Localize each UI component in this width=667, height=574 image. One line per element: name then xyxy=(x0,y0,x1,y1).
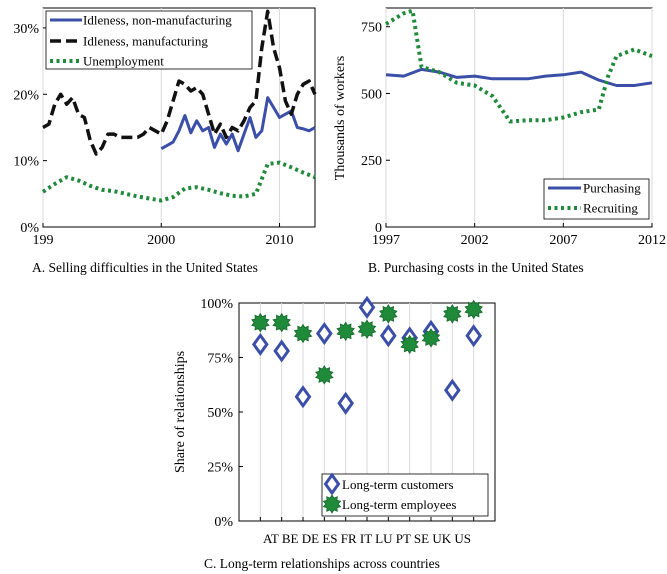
panel-b-series-recruiting-line xyxy=(384,8,653,124)
panel-c-legend: Long-term customers Long-term employees xyxy=(321,472,489,517)
panel-b-ticks: 1997 2002 2007 2012 0 250 500 750 xyxy=(361,21,666,248)
panel-b-x-tick-label: 2007 xyxy=(549,233,577,248)
panel-c-ylabel: Share of relationships xyxy=(173,351,188,473)
panel-c-legend-star xyxy=(322,494,342,514)
panel-c-customers-point-fr-shape xyxy=(337,391,355,415)
panel-c-employees-point-us xyxy=(464,299,483,320)
panel-b-x-tick-label: 2002 xyxy=(461,233,489,248)
panel-a-series-unemployment-line xyxy=(41,160,316,203)
panel-c-customers-point-uk xyxy=(443,378,461,402)
panel-c-customers-point-it xyxy=(358,295,376,319)
panel-c-legend-marker-0 xyxy=(323,472,341,496)
panel-c-customers-point-us xyxy=(465,324,483,348)
panel-a-y-tick-label: 20% xyxy=(13,88,39,103)
panel-c-customers-point-at-shape xyxy=(251,332,269,356)
panel-c-legend-box xyxy=(321,473,489,517)
panel-c-caption: C. Long-term relationships across countr… xyxy=(204,556,440,571)
panel-c-category-labels: AT BE DE ES FR IT LU PT SE UK US xyxy=(263,531,471,546)
panel-b-y-tick-label: 750 xyxy=(361,21,382,36)
panel-c-ticks: 0% 25% 50% 75% 100% xyxy=(200,297,475,530)
panel-c-customers-point-de-shape xyxy=(294,385,312,409)
panel-a-ticks: 199 2000 2010 0% 10% 20% 30% xyxy=(13,22,293,248)
panel-c-legend-marker-1 xyxy=(322,494,342,514)
panel-a-series-idleness-non-manufacturing-line xyxy=(160,96,316,153)
panel-a-y-tick-label: 30% xyxy=(13,22,39,37)
panel-c-employees-point-uk xyxy=(443,304,462,324)
panel-c-employees-point-pt xyxy=(400,334,419,355)
panel-c-employees-point-de xyxy=(293,323,313,344)
panel-c-customers-point-es-shape xyxy=(315,321,333,346)
panel-c-employees-point-se xyxy=(421,328,441,348)
panel-c-employees-point-lu xyxy=(379,304,398,324)
panel-a-x-tick-label: 2010 xyxy=(266,233,294,248)
panel-a-x-tick-label: 2000 xyxy=(147,233,175,248)
panel-c-employees-point-at xyxy=(251,312,270,333)
panel-c-customers-point-fr xyxy=(337,391,355,415)
panel-c-customers-point-be xyxy=(273,339,291,363)
panel-c-customers-point-it-shape xyxy=(358,295,376,319)
panel-c-employees-point-es xyxy=(315,365,334,385)
panel-b-y-tick-label: 500 xyxy=(361,87,382,102)
panel-a-series xyxy=(41,9,317,203)
panel-c-customers-point-lu-shape xyxy=(379,324,397,348)
panel-b-chart: 1997 2002 2007 2012 0 250 500 750 Thousands of … xyxy=(333,7,666,275)
panel-c-chart: 0% 25% 50% 75% 100% Share of relationships A… xyxy=(173,295,496,571)
panel-c-legend-diamond xyxy=(323,472,341,496)
panel-c-employees-point-it xyxy=(357,319,377,339)
panel-c-employees-point-fr xyxy=(336,321,355,342)
panel-a-y-tick-label: 0% xyxy=(20,221,39,236)
panel-a-legend-label-0: Idleness, non-manufacturing xyxy=(83,13,232,28)
panel-b-y-tick-label: 0 xyxy=(375,221,382,236)
panel-b-x-tick-label: 2012 xyxy=(638,233,666,248)
panel-b-legend-label-1: Recruiting xyxy=(583,201,638,216)
panel-a-caption: A. Selling difficulties in the United St… xyxy=(32,260,258,275)
panel-b-ylabel: Thousands of workers xyxy=(333,56,348,180)
panel-b-legend-box xyxy=(543,178,650,220)
panel-c-employees-point-be xyxy=(272,312,291,333)
panel-a-chart: 199 2000 2010 0% 10% 20% 30% Idleness, non-man… xyxy=(13,7,317,275)
panel-c-y-tick-label: 0% xyxy=(214,515,233,530)
panel-b-x-tick-label: 1997 xyxy=(372,233,400,248)
panel-a-y-tick-label: 10% xyxy=(13,155,39,170)
panel-a-legend-label-1: Idleness, manufacturing xyxy=(83,34,208,49)
panel-c-customers-point-us-shape xyxy=(465,324,483,348)
panel-c-customers-point-de xyxy=(294,385,312,409)
panel-a-series-idleness-manufacturing-line xyxy=(42,9,317,156)
panel-c-customers-point-lu xyxy=(379,324,397,348)
panel-c-customers-point-be-shape xyxy=(273,339,291,363)
panel-c-series xyxy=(251,295,483,415)
panel-b-legend: Purchasing Recruiting xyxy=(543,178,650,220)
panel-a-legend: Idleness, non-manufacturing Idleness, ma… xyxy=(45,10,253,70)
panel-c-legend-label-1: Long-term employees xyxy=(342,497,456,512)
panel-c-legend-diamond-shape xyxy=(323,472,341,496)
panel-c-customers-point-es xyxy=(315,321,333,346)
panel-b-caption: B. Purchasing costs in the United States xyxy=(368,260,584,275)
panel-b-legend-label-0: Purchasing xyxy=(583,181,641,196)
panel-c-y-tick-label: 100% xyxy=(200,297,233,312)
panel-a-legend-label-2: Unemployment xyxy=(83,54,164,69)
panel-c-customers-point-uk-shape xyxy=(443,378,461,402)
panel-c-y-tick-label: 50% xyxy=(207,406,233,421)
panel-c-customers-point-at xyxy=(251,332,269,356)
panel-a-x-tick-label: 199 xyxy=(33,233,54,248)
panel-c-y-tick-label: 75% xyxy=(207,352,233,367)
panel-b-series xyxy=(384,8,653,124)
panel-c-legend-label-0: Long-term customers xyxy=(342,477,454,492)
panel-b-y-tick-label: 250 xyxy=(361,154,382,169)
panel-c-y-tick-label: 25% xyxy=(207,461,233,476)
